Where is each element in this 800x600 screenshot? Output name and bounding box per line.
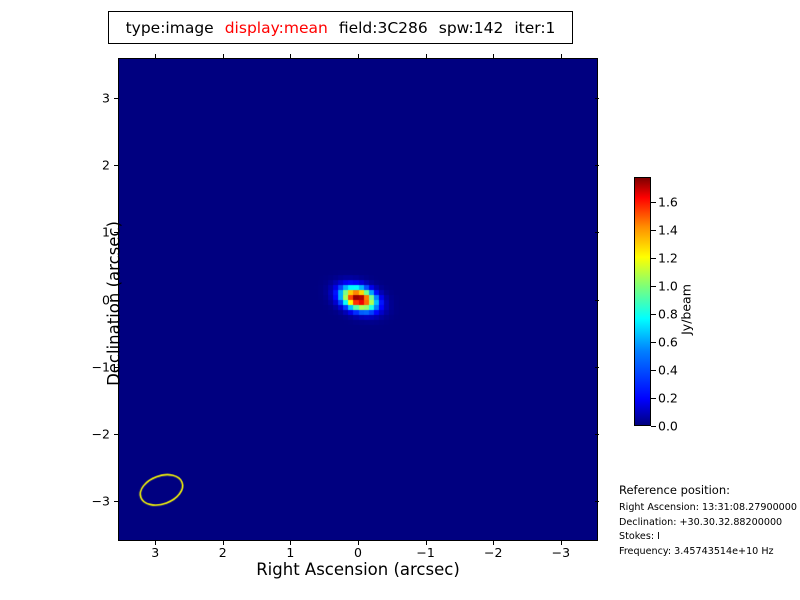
colorbar-tick-label: 1.6 (658, 194, 678, 210)
x-tick-mark-top (493, 54, 495, 58)
y-tick-mark (114, 165, 118, 167)
colorbar-tick-label: 1.4 (658, 222, 678, 238)
colorbar-tick-label: 0.6 (658, 334, 678, 350)
x-tick-label: 2 (218, 545, 227, 560)
y-tick-mark-right (595, 366, 599, 368)
y-tick-label: 3 (102, 90, 110, 106)
x-tick-mark (493, 541, 495, 545)
y-tick-mark (114, 299, 118, 301)
x-tick-mark (290, 541, 292, 545)
x-tick-mark (155, 541, 157, 545)
y-tick-label: 0 (102, 292, 110, 307)
y-tick-mark-right (595, 165, 599, 167)
info-iter: iter:1 (514, 18, 556, 37)
x-tick-label: 1 (286, 545, 295, 560)
colorbar-tick-label: 0.8 (658, 306, 678, 322)
x-tick-mark-top (425, 54, 427, 58)
info-spw: spw:142 (438, 18, 504, 37)
x-tick-mark (358, 541, 359, 545)
reference-position-block: Reference position: Right Ascension: 13:… (619, 483, 799, 560)
y-tick-mark (114, 366, 118, 368)
colorbar-tick-mark (651, 426, 656, 427)
y-tick-mark-right (595, 500, 599, 502)
y-tick-mark-right (595, 232, 599, 234)
colorbar-tick-label: 1.2 (658, 250, 678, 266)
image-plot-area[interactable] (118, 58, 598, 541)
info-field: field:3C286 (338, 18, 428, 37)
image-info-bar: type:image display:mean field:3C286 spw:… (108, 11, 573, 44)
reference-declination: Declination: +30.30.32.88200000 (619, 516, 783, 528)
x-tick-mark-top (290, 54, 292, 58)
colorbar-tick-mark (651, 314, 656, 316)
x-tick-label: −3 (551, 545, 571, 560)
colorbar-tick-label: 0.2 (658, 390, 678, 406)
sky-image-heatmap (119, 59, 597, 540)
y-tick-mark-right (595, 299, 599, 301)
y-tick-mark (114, 98, 118, 100)
reference-position-heading: Reference position: (619, 483, 730, 497)
y-tick-mark-right (595, 433, 599, 435)
x-tick-label: 0 (354, 545, 362, 560)
x-tick-mark (425, 541, 427, 545)
info-type: type:image (125, 18, 214, 37)
colorbar-tick-label: 0.0 (658, 418, 678, 434)
y-tick-mark (114, 500, 118, 502)
x-tick-mark-top (358, 54, 359, 58)
colorbar-tick-mark (651, 230, 656, 232)
y-tick-label: −1 (91, 359, 110, 375)
y-axis-title: Declination (arcsec) (104, 221, 124, 386)
colorbar-tick-label: 1.0 (658, 278, 678, 294)
reference-frequency: Frequency: 3.45743514e+10 Hz (619, 545, 774, 557)
colorbar[interactable] (634, 177, 651, 426)
y-tick-label: 1 (102, 224, 110, 240)
info-display: display:mean (224, 18, 328, 37)
x-tick-mark (560, 541, 562, 545)
x-tick-label: 3 (151, 545, 160, 560)
colorbar-tick-mark (651, 258, 656, 260)
reference-stokes: Stokes: I (619, 531, 660, 542)
colorbar-tick-mark (651, 202, 656, 204)
x-tick-mark-top (560, 54, 562, 58)
reference-right-ascension: Right Ascension: 13:31:08.27900000 (619, 502, 797, 513)
y-tick-mark (114, 232, 118, 234)
colorbar-tick-mark (651, 398, 656, 400)
colorbar-tick-label: 0.4 (658, 362, 678, 378)
colorbar-tick-mark (651, 370, 656, 372)
y-tick-label: 2 (102, 157, 110, 173)
y-tick-mark-right (595, 98, 599, 100)
x-tick-mark (222, 541, 224, 545)
x-tick-label: −2 (483, 545, 503, 560)
y-tick-label: −2 (91, 426, 110, 442)
x-tick-mark-top (155, 54, 157, 58)
y-tick-mark (114, 433, 118, 435)
x-tick-label: −1 (416, 545, 435, 560)
colorbar-tick-mark (651, 286, 656, 288)
y-tick-label: −3 (91, 493, 110, 509)
x-axis-title: Right Ascension (arcsec) (256, 560, 460, 579)
x-tick-mark-top (222, 54, 224, 58)
colorbar-unit-label: Jy/beam (678, 284, 694, 335)
colorbar-tick-mark (651, 342, 656, 344)
